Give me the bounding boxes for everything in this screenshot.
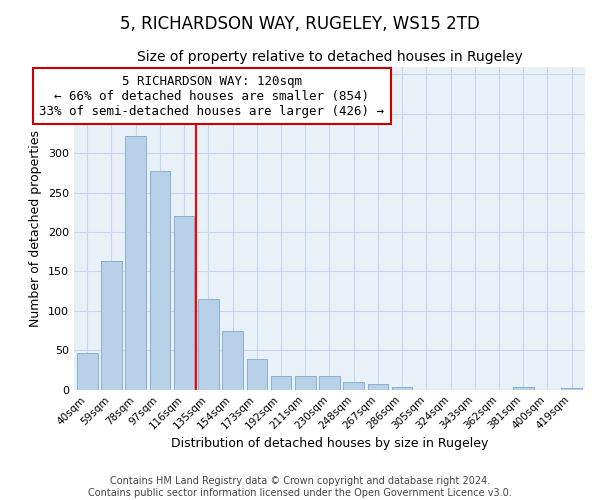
Bar (513, 386, 533, 390)
Bar (562, 388, 582, 390)
Text: 5, RICHARDSON WAY, RUGELEY, WS15 2TD: 5, RICHARDSON WAY, RUGELEY, WS15 2TD (120, 15, 480, 33)
Bar (392, 386, 412, 390)
Bar (101, 261, 122, 390)
Bar (149, 170, 170, 390)
Bar (271, 376, 292, 390)
Bar (222, 332, 243, 390)
Text: 5 RICHARDSON WAY: 120sqm
← 66% of detached houses are smaller (854)
33% of semi-: 5 RICHARDSON WAY: 120sqm ← 66% of detach… (40, 74, 385, 118)
Bar (343, 382, 364, 390)
Text: Contains HM Land Registry data © Crown copyright and database right 2024.
Contai: Contains HM Land Registry data © Crown c… (88, 476, 512, 498)
Bar (198, 299, 218, 390)
Bar (174, 216, 194, 390)
Title: Size of property relative to detached houses in Rugeley: Size of property relative to detached ho… (137, 50, 523, 64)
Bar (247, 359, 267, 390)
Y-axis label: Number of detached properties: Number of detached properties (29, 130, 43, 326)
Bar (368, 384, 388, 390)
Bar (77, 352, 98, 390)
Bar (295, 376, 316, 390)
Bar (125, 136, 146, 390)
X-axis label: Distribution of detached houses by size in Rugeley: Distribution of detached houses by size … (171, 437, 488, 450)
Bar (319, 376, 340, 390)
